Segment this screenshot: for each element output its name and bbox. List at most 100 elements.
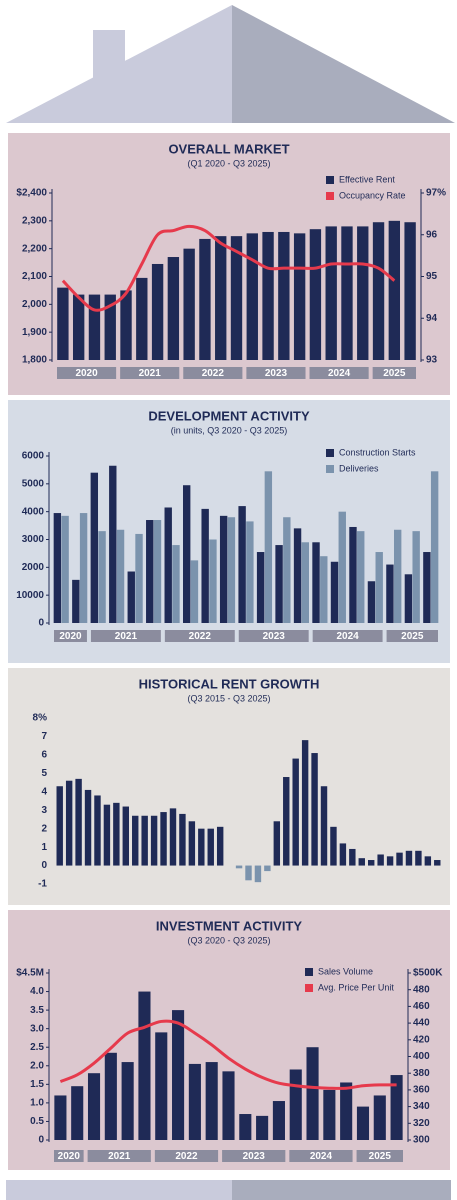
bar [141,815,148,866]
bar [113,802,120,866]
y2-tick-label: 360 [413,1085,430,1096]
bar [230,236,243,360]
y-tick-label: 3.5 [30,1005,44,1016]
year-box [246,367,306,379]
legend-label: Construction Starts [339,447,416,457]
year-label: 2022 [175,1151,198,1162]
year-label: 2024 [328,368,351,379]
bar [188,1063,201,1140]
bar [160,812,167,866]
bar [104,1052,117,1140]
y-tick-label: 5000 [22,478,45,489]
legend-label: Deliveries [339,463,379,473]
bar [61,515,69,623]
y2-tick-label: 340 [413,1101,430,1112]
house-base-left [6,1180,232,1200]
bar [169,808,177,866]
bar [356,1106,370,1140]
y2-tick-label: 300 [413,1135,430,1146]
bar [57,287,69,360]
bar [430,471,439,623]
bar [164,507,172,623]
bar [135,533,143,623]
line [61,224,396,312]
bar [254,865,262,883]
bar [245,865,252,881]
year-box [120,367,180,379]
bar [311,753,318,866]
bar [283,517,291,623]
bar [309,229,322,360]
bar [151,263,164,360]
y-tick-label: -1 [38,879,47,890]
bar [88,294,101,360]
year-box [164,630,235,642]
y-tick-label: 4 [41,786,47,797]
y-tick-label: 0 [38,618,44,629]
bar [275,545,283,623]
bar [388,220,401,360]
year-label: 2025 [369,1151,392,1162]
legend-label: Avg. Price Per Unit [318,982,394,992]
bar [412,531,420,623]
bar [264,471,273,623]
bar [423,552,431,623]
bar [103,804,111,866]
bar [256,1115,269,1140]
bar [56,786,63,866]
year-box [386,630,438,642]
year-box [289,1150,353,1162]
y-tick-label: 7 [41,731,47,742]
bar [155,1032,168,1140]
year-box [54,630,87,642]
y-tick-label: 2,000 [22,299,47,310]
bar [320,556,328,623]
chart-subtitle: (Q3 2020 - Q3 2025) [187,935,270,945]
bar [341,226,353,360]
bar [153,520,162,623]
bar [146,520,154,623]
bar [424,856,432,866]
y-tick-label: $2,400 [16,188,47,199]
y-tick-label: 6 [41,750,47,761]
chart-title: HISTORICAL RENT GROWTH [139,676,320,691]
bar [84,789,92,866]
bar [323,1089,336,1140]
bar [372,222,385,360]
y2-tick-label: 94 [426,313,438,324]
y-tick-label: 2000 [22,562,45,573]
bar [404,222,416,360]
y-tick-label: 0 [38,1135,44,1146]
bar [349,526,357,623]
year-label: 2020 [75,368,98,379]
y-tick-label: 5 [41,768,47,779]
bar [190,560,199,623]
bar [306,1047,319,1140]
bar [207,828,214,866]
y-tick-label: 2 [41,823,47,834]
legend-swatch [326,449,334,457]
year-label: 2022 [202,368,225,379]
year-label: 2020 [58,1151,81,1162]
y2-tick-label: 460 [413,1001,430,1012]
y-tick-label: 1,800 [22,355,47,366]
bar [72,579,80,623]
year-box [90,630,161,642]
year-label: 2021 [108,1151,131,1162]
y2-tick-label: 380 [413,1068,430,1079]
y-tick-label: 8% [33,713,48,724]
bar [205,1062,218,1140]
bar [325,226,337,360]
chart-subtitle: (Q3 2015 - Q3 2025) [187,693,270,703]
y-tick-label: 2,200 [22,243,47,254]
y-tick-label: 1,900 [22,327,47,338]
legend-swatch [326,465,334,473]
year-label: 2024 [310,1151,333,1162]
year-box [312,630,383,642]
house-base-right [232,1180,451,1200]
bar [53,513,62,623]
y-tick-label: 2,100 [22,271,47,282]
year-box [154,1150,219,1162]
chart-title: DEVELOPMENT ACTIVITY [148,408,310,423]
